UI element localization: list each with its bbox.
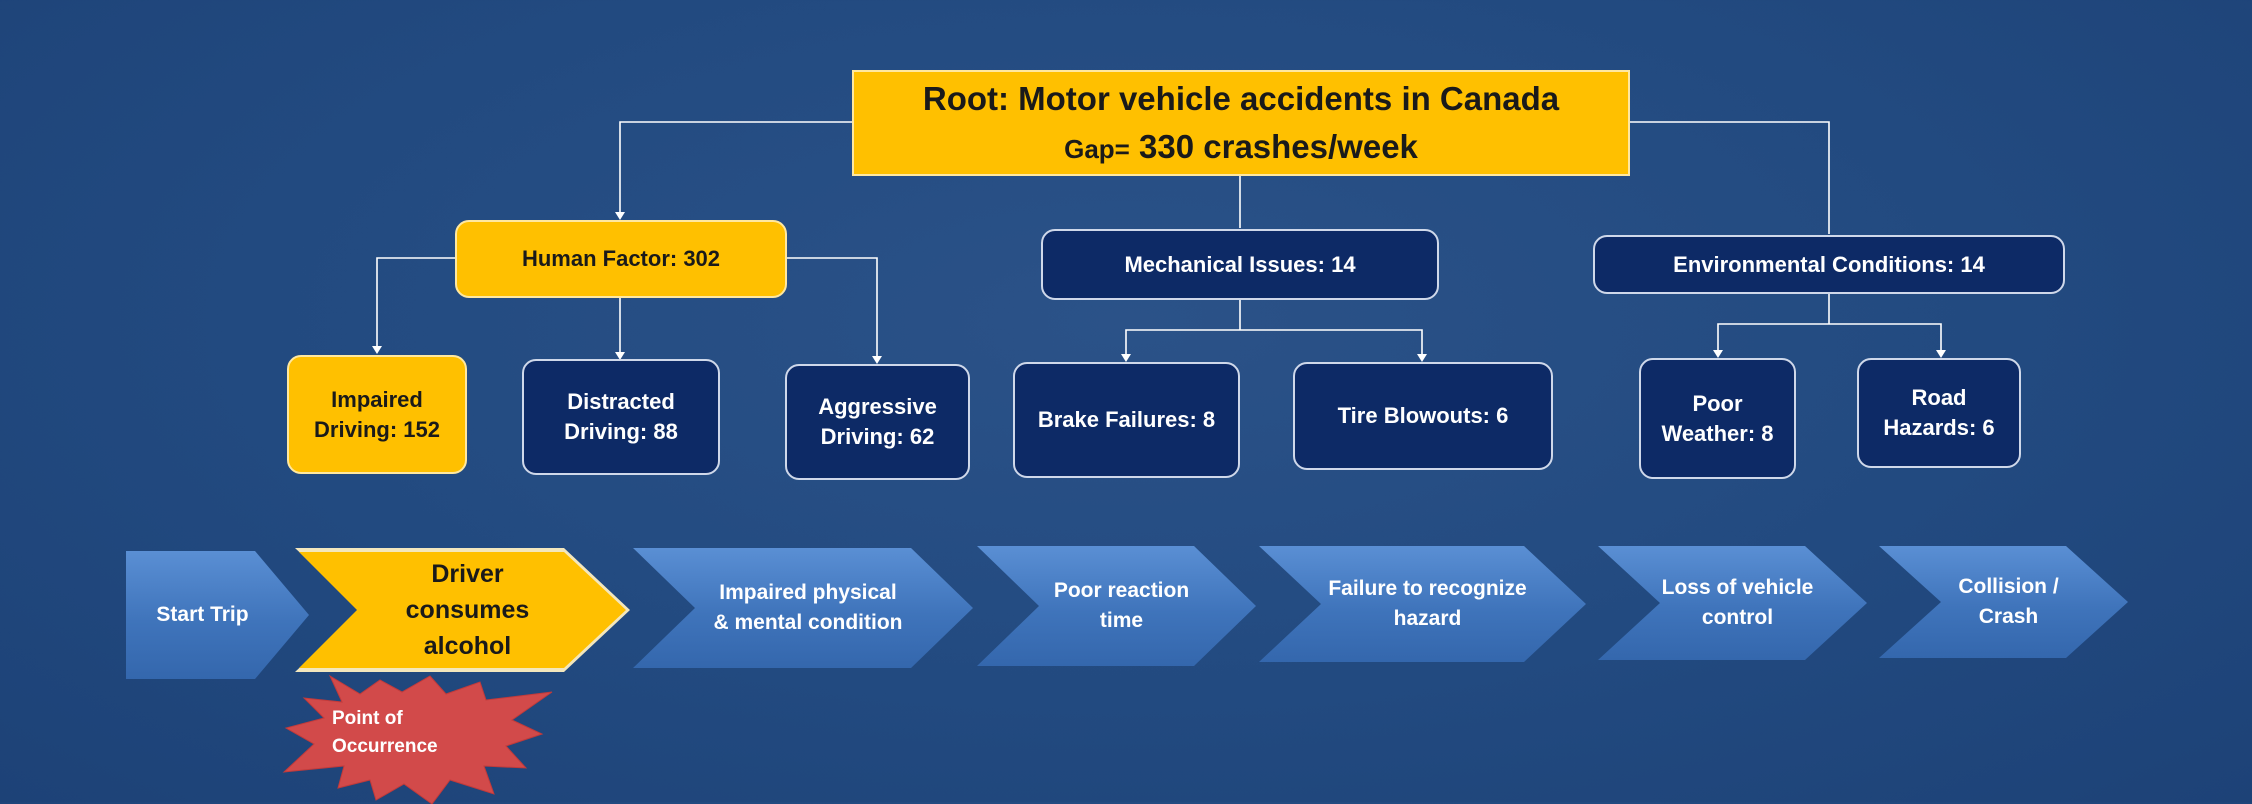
- poor-weather-line2: Weather: 8: [1661, 420, 1774, 446]
- connector-root-environmental: [1630, 121, 1830, 234]
- arrowhead-distracted: [615, 352, 625, 360]
- distracted-driving-node: Distracted Driving: 88: [522, 359, 720, 475]
- step-failure-line2: hazard: [1393, 607, 1462, 630]
- poor-weather-line1: Poor: [1692, 390, 1743, 416]
- step-driver-line3: alcohol: [423, 632, 512, 661]
- arrowhead-brake: [1121, 354, 1131, 362]
- aggressive-driving-node: Aggressive Driving: 62: [785, 364, 970, 480]
- root-gap: Gap= 330 crashes/week: [1064, 123, 1418, 171]
- step-reaction-line1: Poor reaction: [1053, 578, 1190, 602]
- arrowhead-impaired: [372, 346, 382, 354]
- aggressive-driving-line1: Aggressive: [818, 394, 937, 420]
- connector-environmental-weather: [1717, 323, 1829, 356]
- connector-environmental-road: [1829, 323, 1942, 356]
- tire-blowouts-node: Tire Blowouts: 6: [1293, 362, 1553, 470]
- point-of-occurrence-line1: Point of: [332, 708, 403, 729]
- aggressive-driving-line2: Driving: 62: [820, 424, 935, 449]
- road-hazards-line2: Hazards: 6: [1883, 415, 1995, 440]
- arrowhead-tire: [1417, 354, 1427, 362]
- impaired-driving-line1: Impaired: [331, 386, 423, 412]
- road-hazards-node: Road Hazards: 6: [1857, 358, 2021, 468]
- tire-blowouts-label: Tire Blowouts: 6: [1337, 403, 1509, 429]
- mechanical-issues-label: Mechanical Issues: 14: [1124, 251, 1356, 277]
- step-driver-line1: Driver: [431, 559, 504, 588]
- burst-shape: [282, 674, 553, 804]
- point-of-occurrence-line2: Occurrence: [332, 735, 438, 757]
- arrowhead-aggressive: [872, 356, 882, 364]
- root-box: Root: Motor vehicle accidents in Canada …: [852, 70, 1630, 176]
- connector-mechanical-brake: [1125, 329, 1240, 360]
- root-title: Root: Motor vehicle accidents in Canada: [922, 80, 1560, 118]
- step-reaction-line2: time: [1099, 609, 1144, 632]
- step-loss-line1: Loss of vehicle: [1661, 575, 1814, 599]
- point-of-occurrence-burst: [282, 674, 553, 804]
- arrowhead-road: [1936, 350, 1946, 358]
- arrowhead-human: [615, 212, 625, 220]
- point-of-occurrence-label: Point of Occurrence: [332, 705, 482, 760]
- human-factor-label: Human Factor: 302: [521, 246, 721, 272]
- road-hazards-line1: Road: [1911, 385, 1967, 411]
- brake-failures-node: Brake Failures: 8: [1013, 362, 1240, 478]
- step-failure-line1: Failure to recognize: [1328, 576, 1527, 600]
- impaired-driving-line2: Driving: 152: [314, 416, 440, 442]
- environmental-conditions-label: Environmental Conditions: 14: [1673, 251, 1985, 277]
- distracted-driving-line1: Distracted: [567, 389, 675, 415]
- gap-value: 330 crashes/week: [1139, 128, 1418, 165]
- connector-root-human: [619, 121, 852, 218]
- distracted-driving-line2: Driving: 88: [564, 419, 678, 444]
- gap-label: Gap=: [1064, 134, 1130, 164]
- step-driver-line2: consumes: [405, 595, 530, 624]
- step-start-trip-label: Start Trip: [156, 602, 249, 626]
- arrowhead-weather: [1713, 350, 1723, 358]
- step-collision-line1: Collision /: [1958, 574, 2059, 598]
- step-impaired-line2: & mental condition: [713, 611, 903, 634]
- brake-failures-label: Brake Failures: 8: [1037, 407, 1216, 433]
- connector-human-aggressive: [786, 257, 878, 362]
- mechanical-issues-node: Mechanical Issues: 14: [1041, 229, 1439, 300]
- step-collision-line2: Crash: [1978, 605, 2039, 628]
- step-loss-line2: control: [1701, 606, 1774, 629]
- connector-mechanical-tire: [1240, 329, 1423, 360]
- environmental-conditions-node: Environmental Conditions: 14: [1593, 235, 2065, 294]
- step-impaired-line1: Impaired physical: [719, 580, 897, 604]
- connector-human-impaired: [376, 257, 456, 352]
- poor-weather-node: Poor Weather: 8: [1639, 358, 1796, 479]
- human-factor-node: Human Factor: 302: [455, 220, 787, 298]
- impaired-driving-node: Impaired Driving: 152: [287, 355, 467, 474]
